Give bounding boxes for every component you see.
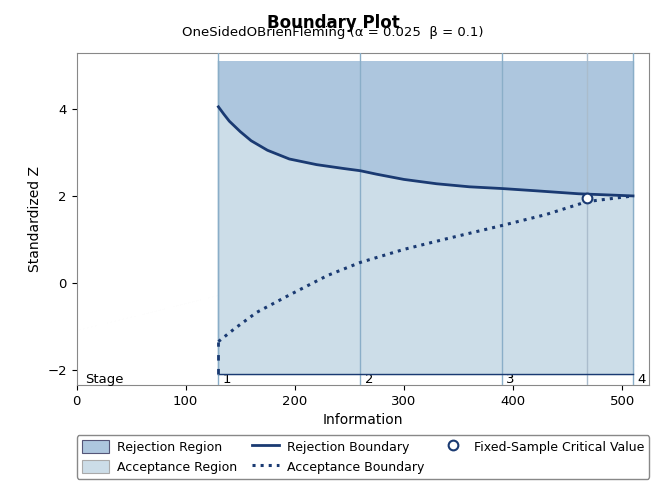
Text: 1: 1: [223, 373, 231, 386]
Text: Stage: Stage: [85, 373, 124, 386]
Text: 4: 4: [637, 373, 646, 386]
Text: Boundary Plot: Boundary Plot: [266, 14, 400, 32]
Legend: Rejection Region, Acceptance Region, Rejection Boundary, Acceptance Boundary, Fi: Rejection Region, Acceptance Region, Rej…: [77, 435, 649, 478]
X-axis label: Information: Information: [323, 414, 403, 428]
Text: OneSidedOBrienFleming (α = 0.025  β = 0.1): OneSidedOBrienFleming (α = 0.025 β = 0.1…: [182, 26, 484, 39]
Y-axis label: Standardized Z: Standardized Z: [28, 166, 42, 272]
Text: 2: 2: [364, 373, 373, 386]
Text: 3: 3: [506, 373, 515, 386]
